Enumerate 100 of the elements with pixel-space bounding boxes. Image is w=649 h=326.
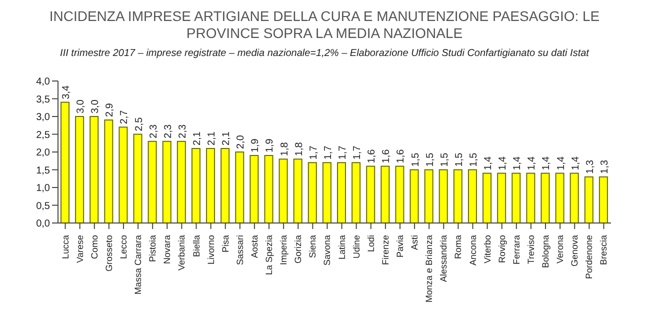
data-label: 1,4: [498, 156, 509, 170]
data-label: 1,7: [352, 145, 364, 160]
data-label: 1,5: [439, 152, 450, 167]
data-label: 2,1: [206, 131, 218, 146]
x-tick-label: Verbania: [176, 235, 187, 271]
chart-subtitle: III trimestre 2017 – imprese registrate – media nazionale=1,2% – Elaborazione Ufficio Studi Confartigianato su dati Istat: [59, 48, 590, 59]
bar: [424, 169, 434, 223]
bar: [308, 162, 317, 223]
data-label: 2,3: [162, 124, 174, 138]
bar: [526, 172, 536, 223]
bar: [250, 155, 259, 223]
x-tick-label: Biella: [191, 235, 202, 258]
y-tick-label: 4,0: [36, 76, 50, 88]
x-tick-label: Aosta: [249, 235, 260, 258]
data-label: 2,7: [119, 110, 130, 124]
y-tick-label: 0,5: [36, 200, 50, 212]
data-label: 1,3: [599, 160, 610, 174]
x-tick-label: Savona: [322, 235, 332, 266]
x-tick-label: Firenze: [380, 235, 390, 266]
x-tick-label: Alessandria: [438, 235, 449, 282]
x-tick-label: Imperia: [278, 235, 289, 266]
bar: [512, 172, 521, 223]
bar: [482, 172, 492, 223]
bar: [75, 116, 84, 223]
bar: [60, 102, 70, 223]
data-label: 1,3: [584, 160, 596, 174]
x-tick-label: Novara: [162, 235, 172, 264]
x-tick-label: Genova: [570, 235, 580, 267]
bar: [118, 126, 128, 223]
bar: [584, 176, 594, 223]
x-tick-label: Grosseto: [104, 235, 114, 272]
bar: [278, 158, 288, 223]
bar: [366, 166, 376, 223]
data-label: 2,3: [148, 124, 160, 138]
y-tick-label: 3,0: [36, 112, 50, 124]
bar: [497, 172, 506, 223]
x-tick-label: Brescia: [598, 235, 609, 266]
bar: [337, 162, 346, 223]
bar: [220, 148, 230, 223]
data-label: 1,4: [483, 156, 494, 170]
data-label: 2,5: [134, 116, 145, 132]
data-label: 2,1: [221, 131, 232, 146]
data-label: 2,9: [104, 102, 116, 118]
data-label: 1,5: [454, 152, 465, 167]
data-label: 3,0: [76, 99, 87, 114]
bar: [555, 172, 564, 223]
data-label: 1,5: [424, 152, 436, 167]
x-tick-label: Como: [89, 235, 100, 260]
data-label: 3,0: [90, 99, 102, 114]
bar: [598, 176, 608, 223]
bar: [570, 172, 579, 223]
x-tick-label: Massa Carrara: [133, 235, 144, 295]
x-tick-label: La Spezia: [264, 235, 274, 276]
data-label: 1,9: [250, 138, 262, 153]
bar: [468, 169, 477, 223]
data-label: 2,1: [192, 131, 203, 146]
data-label: 1,6: [366, 148, 378, 164]
x-tick-label: Varese: [74, 235, 85, 263]
x-tick-label: Pavia: [394, 235, 405, 258]
y-tick-label: 2,5: [36, 130, 50, 141]
bar: [410, 169, 419, 223]
data-label: 1,4: [512, 156, 524, 170]
y-tick-label: 2,0: [36, 148, 50, 159]
data-label: 1,7: [322, 145, 334, 160]
data-label: 1,8: [294, 142, 305, 156]
y-tick-label: 3,5: [36, 94, 50, 106]
x-tick-label: Siena: [308, 235, 318, 258]
data-label: 1,8: [279, 142, 290, 156]
y-tick-label: 1,5: [36, 165, 50, 176]
bar: [395, 166, 404, 223]
x-tick-label: Lodi: [366, 235, 376, 252]
data-label: 1,4: [556, 156, 567, 170]
data-label: 3,4: [61, 84, 72, 100]
x-tick-label: Sassari: [234, 235, 245, 266]
data-label: 1,4: [541, 156, 552, 170]
data-label: 2,0: [236, 134, 247, 149]
x-tick-label: Viterbo: [482, 235, 492, 264]
x-tick-label: Udine: [351, 235, 362, 259]
bar: [293, 158, 302, 223]
bar: [264, 155, 274, 223]
x-tick-label: Lecco: [118, 235, 128, 260]
chart-title: INCIDENZA IMPRESE ARTIGIANE DELLA CURA E MANUTENZIONE PAESAGGIO: LE PROVINCE SOPRA LA MEDIA NAZIONALE: [48, 8, 601, 42]
bar: [235, 152, 244, 223]
x-tick-label: Rovigo: [496, 235, 507, 264]
data-label: 1,7: [338, 145, 348, 160]
bar: [352, 162, 361, 223]
x-tick-label: Verona: [555, 235, 566, 264]
data-label: 1,5: [468, 152, 480, 167]
y-tick-label: 0,0: [36, 218, 50, 230]
x-tick-label: Roma: [453, 235, 464, 260]
x-tick-label: Pordenone: [584, 235, 594, 280]
bar: [191, 148, 200, 223]
data-label: 1,7: [308, 145, 320, 160]
x-tick-label: Livorno: [206, 235, 216, 265]
bar: [176, 140, 186, 223]
bar: [162, 140, 172, 223]
bar: [540, 172, 550, 223]
x-tick-label: Asti: [410, 235, 420, 250]
x-tick-label: Lucca: [60, 235, 70, 260]
bar: [453, 169, 462, 223]
